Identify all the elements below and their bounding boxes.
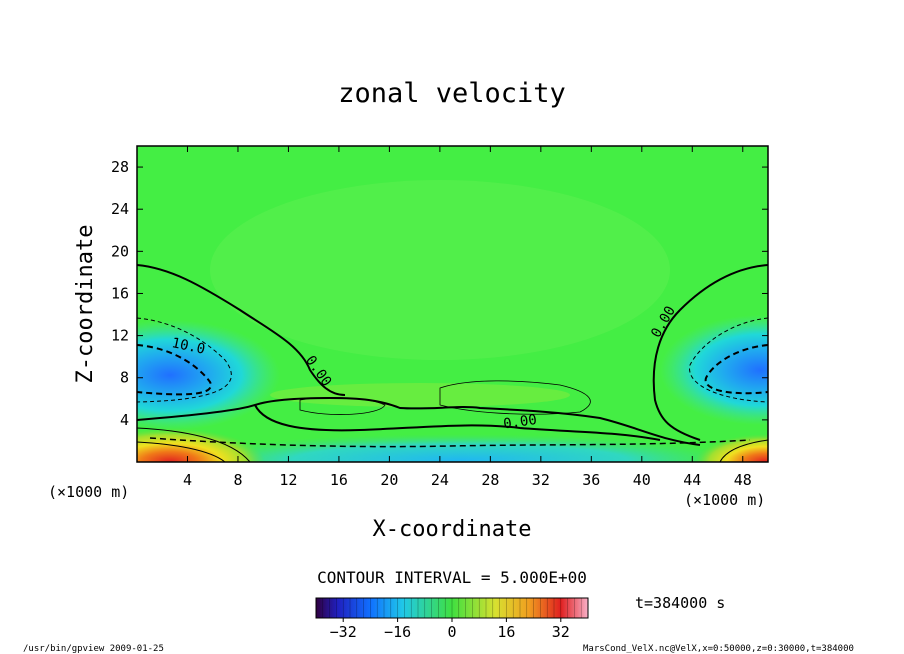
x-unit-left: (×1000 m) <box>48 483 129 501</box>
x-unit-right: (×1000 m) <box>684 491 765 509</box>
center-blob <box>270 383 570 407</box>
negative-contour-left-1 <box>137 317 232 403</box>
x-tick-label: 8 <box>233 471 242 489</box>
zero-contour-left <box>137 264 346 396</box>
colorbar: −32 −16 0 16 32 <box>315 597 589 641</box>
y-tick-label: 24 <box>111 200 129 218</box>
x-tick-label: 4 <box>183 471 192 489</box>
x-tick-label: 20 <box>380 471 398 489</box>
colorbar-tick-label: −16 <box>384 623 411 641</box>
x-tick-label: 36 <box>582 471 600 489</box>
x-tick-label: 48 <box>734 471 752 489</box>
colorbar-tick-label: −32 <box>330 623 357 641</box>
y-tick-label: 20 <box>111 242 129 260</box>
x-axis-label: X-coordinate <box>373 517 532 542</box>
x-tick-label: 28 <box>481 471 499 489</box>
y-axis: 4 8 12 16 20 24 28 <box>111 158 768 429</box>
y-tick-label: 4 <box>120 411 129 429</box>
y-tick-label: 12 <box>111 327 129 345</box>
negative-contour-right-2 <box>704 344 768 395</box>
left-hot-region <box>137 428 265 462</box>
x-tick-label: 24 <box>431 471 449 489</box>
zero-contour-lower <box>137 396 701 446</box>
zero-contour-bottom <box>254 404 661 441</box>
contour-interval: CONTOUR INTERVAL = 5.000E+00 <box>317 568 587 587</box>
x-tick-label: 44 <box>683 471 701 489</box>
plot-frame <box>136 145 769 463</box>
negative-contour-bottom <box>149 437 751 448</box>
y-tick-label: 8 <box>120 369 129 387</box>
bottom-cool-region <box>180 434 740 462</box>
positive-contour-hot-left-1 <box>137 427 251 462</box>
colorbar-tick-label: 16 <box>497 623 515 641</box>
positive-contour-hot-left-2 <box>137 441 226 462</box>
y-axis-label: Z-coordinate <box>73 225 98 384</box>
negative-contour-left-2 <box>137 344 212 396</box>
plot-area: 10.00.000.000.00 <box>137 146 768 462</box>
center-thin-contour <box>439 380 591 415</box>
footer-left: /usr/bin/gpview 2009-01-25 <box>23 644 164 654</box>
contour-label: 10.0 <box>170 335 206 358</box>
colorbar-tick-label: 0 <box>447 623 456 641</box>
x-tick-label: 40 <box>633 471 651 489</box>
chart-title: zonal velocity <box>338 78 566 109</box>
colorbar-ticks: −32 −16 0 16 32 <box>330 618 570 641</box>
x-tick-label: 12 <box>279 471 297 489</box>
y-tick-label: 16 <box>111 284 129 302</box>
y-tick-label: 28 <box>111 158 129 176</box>
center-thin-contour-2 <box>299 397 386 415</box>
time-label: t=384000 s <box>635 594 725 612</box>
negative-contour-right-1 <box>689 317 768 403</box>
footer-right: MarsCond_VelX.nc@VelX,x=0:50000,z=0:3000… <box>583 644 854 654</box>
upper-field-light <box>210 180 670 360</box>
x-tick-label: 16 <box>330 471 348 489</box>
right-hot-region <box>695 434 768 462</box>
positive-contour-hot-right <box>719 439 768 462</box>
left-jet-region <box>137 320 280 430</box>
colorbar-stripes <box>315 598 589 618</box>
x-tick-label: 32 <box>532 471 550 489</box>
contour-label: 0.00 <box>502 412 538 433</box>
x-axis: 4 8 12 16 20 24 28 32 36 40 44 48 <box>183 146 752 489</box>
zero-contour-right <box>652 264 768 441</box>
colorbar-tick-label: 32 <box>552 623 570 641</box>
right-jet-region <box>660 315 768 425</box>
